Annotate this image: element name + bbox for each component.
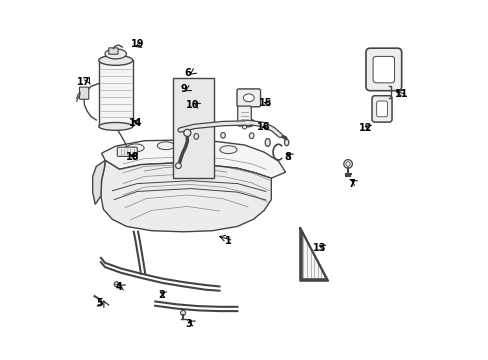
Circle shape bbox=[345, 162, 349, 166]
FancyBboxPatch shape bbox=[80, 87, 88, 99]
Bar bbox=[173, 78, 214, 178]
Circle shape bbox=[343, 159, 352, 168]
Text: 14: 14 bbox=[128, 118, 142, 128]
Ellipse shape bbox=[127, 144, 144, 152]
Text: 5: 5 bbox=[96, 298, 103, 308]
Polygon shape bbox=[101, 160, 271, 232]
Text: 2: 2 bbox=[158, 290, 164, 300]
Polygon shape bbox=[93, 160, 105, 204]
Circle shape bbox=[175, 163, 181, 168]
Text: 19: 19 bbox=[130, 39, 144, 49]
Text: 16: 16 bbox=[257, 122, 270, 132]
FancyBboxPatch shape bbox=[376, 101, 386, 117]
Ellipse shape bbox=[244, 121, 252, 125]
Text: 18: 18 bbox=[126, 152, 140, 162]
FancyBboxPatch shape bbox=[237, 89, 260, 107]
Polygon shape bbox=[102, 140, 285, 178]
Text: 15: 15 bbox=[259, 98, 272, 108]
FancyBboxPatch shape bbox=[117, 147, 137, 157]
Ellipse shape bbox=[249, 133, 253, 139]
Ellipse shape bbox=[243, 94, 254, 102]
Ellipse shape bbox=[241, 119, 254, 127]
Text: 12: 12 bbox=[359, 123, 372, 133]
Ellipse shape bbox=[99, 55, 132, 65]
Circle shape bbox=[114, 282, 119, 287]
Ellipse shape bbox=[264, 139, 270, 147]
FancyBboxPatch shape bbox=[371, 96, 391, 122]
Ellipse shape bbox=[220, 132, 225, 138]
FancyBboxPatch shape bbox=[237, 106, 251, 126]
Ellipse shape bbox=[220, 146, 237, 154]
Circle shape bbox=[183, 129, 190, 136]
Ellipse shape bbox=[194, 134, 198, 139]
Ellipse shape bbox=[284, 139, 288, 146]
Text: 8: 8 bbox=[284, 152, 290, 162]
Text: 9: 9 bbox=[180, 84, 187, 94]
Text: 1: 1 bbox=[224, 236, 231, 246]
Text: 10: 10 bbox=[185, 100, 199, 110]
Text: 3: 3 bbox=[185, 319, 192, 329]
Text: 13: 13 bbox=[312, 243, 325, 253]
FancyBboxPatch shape bbox=[108, 48, 118, 54]
Bar bbox=[99, 60, 132, 126]
Text: 11: 11 bbox=[394, 89, 407, 99]
Text: 17: 17 bbox=[77, 77, 90, 87]
Ellipse shape bbox=[105, 49, 126, 59]
Ellipse shape bbox=[157, 142, 174, 150]
Circle shape bbox=[180, 310, 185, 315]
FancyBboxPatch shape bbox=[372, 57, 394, 83]
Ellipse shape bbox=[189, 142, 206, 150]
Polygon shape bbox=[301, 230, 326, 279]
Ellipse shape bbox=[242, 125, 246, 129]
Text: 6: 6 bbox=[183, 68, 190, 78]
Ellipse shape bbox=[99, 122, 132, 130]
Text: 4: 4 bbox=[115, 282, 122, 292]
Text: 7: 7 bbox=[347, 179, 354, 189]
FancyBboxPatch shape bbox=[365, 48, 401, 91]
